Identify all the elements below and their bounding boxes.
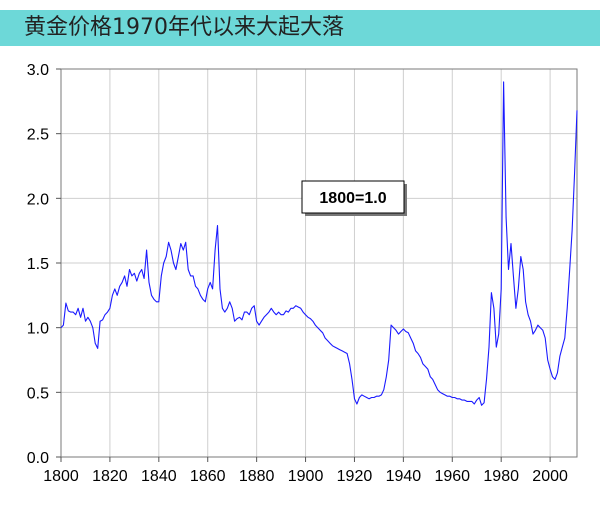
y-tick-label: 0.5 [27, 385, 49, 402]
x-tick-label: 1820 [92, 468, 128, 485]
x-tick-label: 1980 [483, 468, 519, 485]
x-tick-label: 1800 [43, 468, 79, 485]
annotation-box [301, 180, 405, 214]
y-tick-label: 0.0 [27, 450, 49, 467]
y-tick-label: 3.0 [27, 62, 49, 79]
x-tick-label: 1900 [288, 468, 324, 485]
y-tick-label: 2.0 [27, 191, 49, 208]
title-bar: 黄金价格1970年代以来大起大落 [0, 10, 600, 46]
x-tick-label: 1860 [190, 468, 226, 485]
x-tick-label: 1840 [141, 468, 177, 485]
y-tick-label: 1.0 [27, 321, 49, 338]
x-tick-label: 2000 [532, 468, 568, 485]
annotation-text: 1800=1.0 [319, 190, 386, 207]
x-tick-label: 1880 [239, 468, 275, 485]
y-tick-label: 2.5 [27, 127, 49, 144]
chart-title: 黄金价格1970年代以来大起大落 [24, 15, 344, 40]
x-tick-label: 1960 [434, 468, 470, 485]
x-tick-label: 1920 [337, 468, 373, 485]
y-tick-label: 1.5 [27, 256, 49, 273]
gold-price-line [60, 81, 578, 406]
x-tick-label: 1940 [386, 468, 422, 485]
